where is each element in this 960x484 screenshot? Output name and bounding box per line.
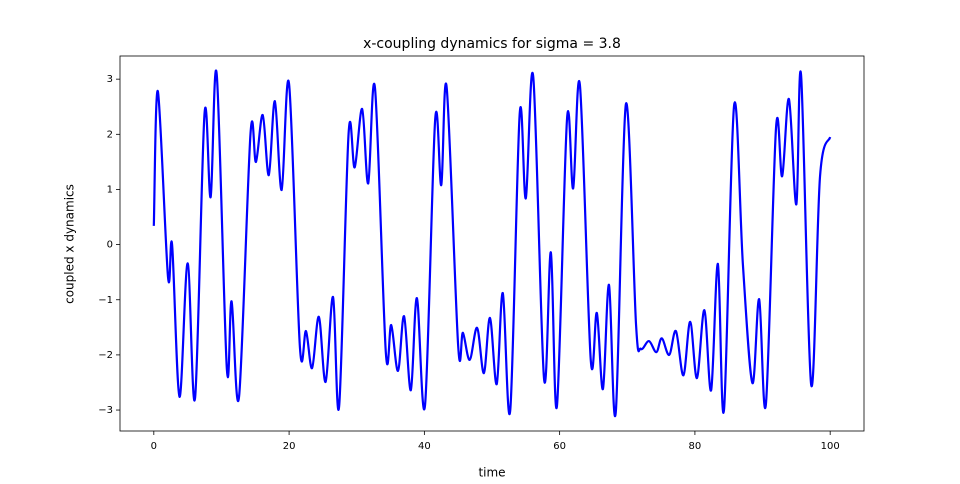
data-line xyxy=(152,69,832,418)
x-tick-label: 100 xyxy=(821,441,840,452)
x-tick-label: 20 xyxy=(283,441,296,452)
x-tick-label: 0 xyxy=(151,441,157,452)
x-tick-label: 60 xyxy=(553,441,566,452)
y-tick-label: −3 xyxy=(98,405,113,416)
x-axis-label: time xyxy=(478,466,505,480)
y-tick-label: 1 xyxy=(107,184,113,195)
x-tick-label: 40 xyxy=(418,441,431,452)
plot-frame xyxy=(119,55,865,432)
y-axis-label: coupled x dynamics xyxy=(63,184,77,304)
y-tick-label: 0 xyxy=(107,240,113,251)
y-tick-label: −2 xyxy=(98,350,113,361)
y-tick-label: −1 xyxy=(98,295,113,306)
y-tick-label: 2 xyxy=(107,129,113,140)
y-tick-label: 3 xyxy=(107,74,113,85)
x-tick-label: 80 xyxy=(689,441,702,452)
chart-title: x-coupling dynamics for sigma = 3.8 xyxy=(363,36,621,52)
